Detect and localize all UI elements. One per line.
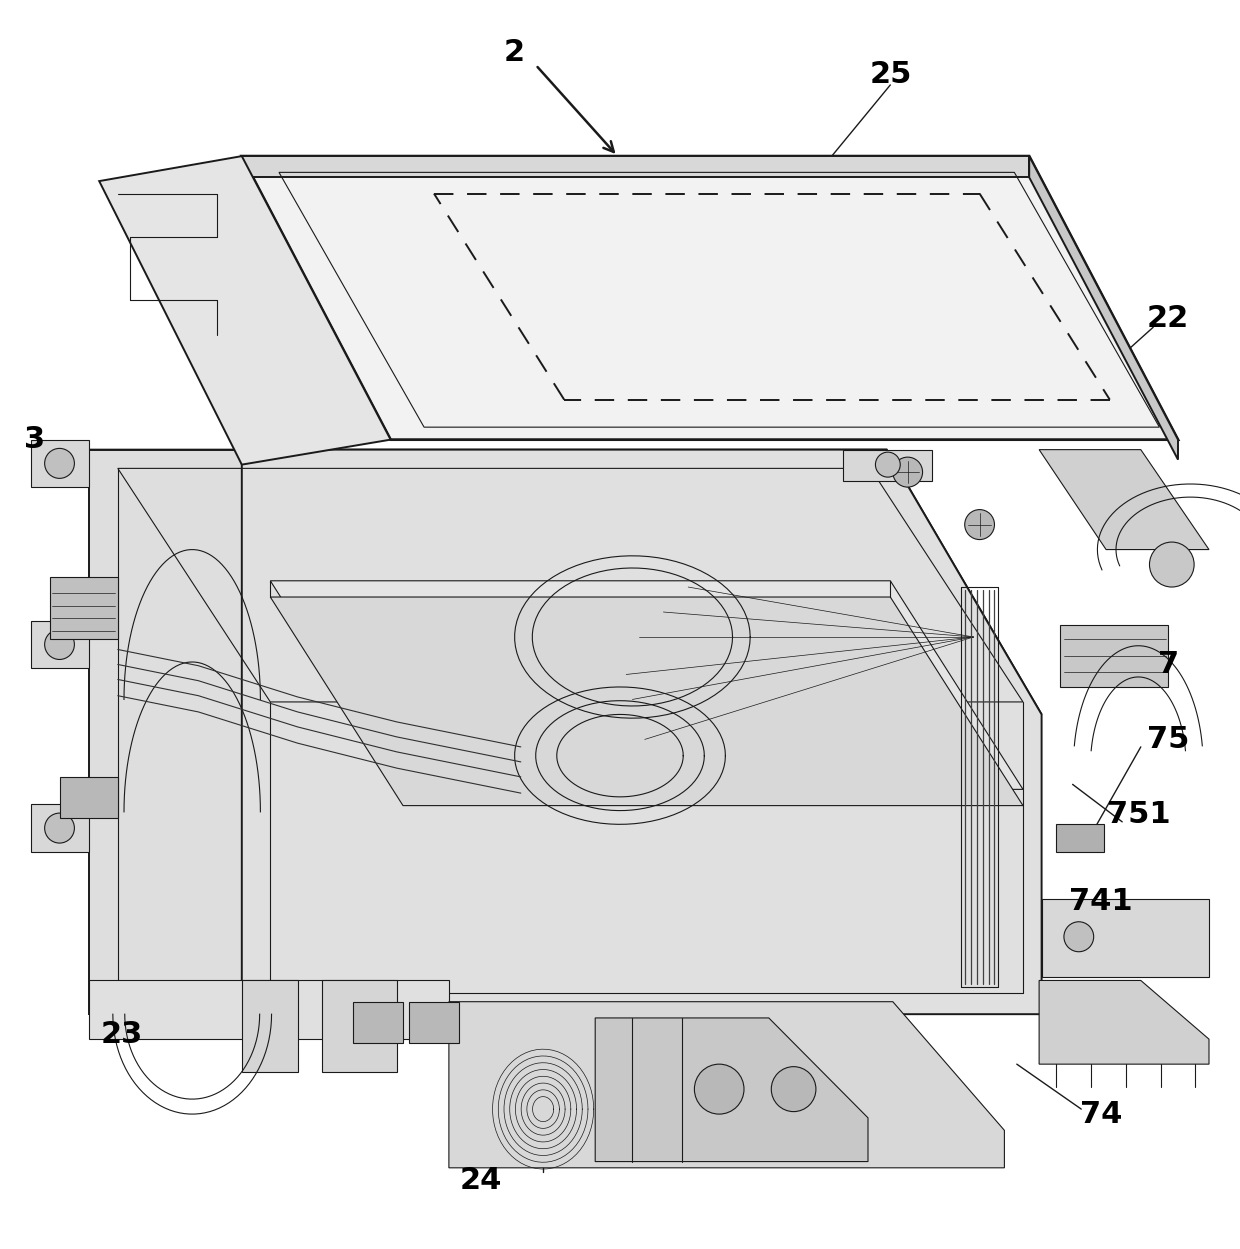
Circle shape — [1149, 542, 1194, 587]
Circle shape — [893, 457, 923, 487]
Polygon shape — [353, 1002, 403, 1043]
Polygon shape — [31, 804, 89, 852]
Circle shape — [694, 1064, 744, 1114]
Polygon shape — [242, 156, 1029, 177]
Circle shape — [771, 1067, 816, 1112]
Polygon shape — [242, 980, 298, 1072]
Text: 74: 74 — [1080, 1099, 1122, 1129]
Polygon shape — [1039, 980, 1209, 1064]
Polygon shape — [449, 1002, 1004, 1168]
Circle shape — [45, 813, 74, 843]
Polygon shape — [595, 1018, 868, 1162]
Text: 2: 2 — [503, 37, 526, 67]
Polygon shape — [1039, 450, 1209, 550]
Polygon shape — [409, 1002, 459, 1043]
Text: 751: 751 — [1106, 799, 1171, 829]
Polygon shape — [1029, 156, 1178, 460]
Polygon shape — [1060, 624, 1168, 687]
Polygon shape — [89, 450, 242, 1014]
Circle shape — [875, 452, 900, 477]
Polygon shape — [60, 777, 118, 818]
Text: 22: 22 — [1147, 304, 1189, 333]
Polygon shape — [50, 577, 118, 639]
Polygon shape — [89, 980, 449, 1039]
Circle shape — [1064, 922, 1094, 952]
Text: 3: 3 — [24, 425, 46, 455]
Polygon shape — [270, 581, 1023, 789]
Polygon shape — [31, 440, 89, 487]
Polygon shape — [270, 597, 1023, 806]
Text: 24: 24 — [460, 1165, 502, 1195]
Polygon shape — [242, 156, 1178, 440]
Circle shape — [965, 510, 994, 540]
Polygon shape — [31, 621, 89, 668]
Polygon shape — [843, 450, 932, 481]
Polygon shape — [89, 450, 1042, 714]
Circle shape — [45, 448, 74, 478]
Circle shape — [45, 629, 74, 659]
Text: 25: 25 — [869, 60, 911, 90]
Polygon shape — [99, 156, 391, 465]
Polygon shape — [1042, 899, 1209, 977]
Polygon shape — [322, 980, 397, 1072]
Text: 23: 23 — [100, 1019, 143, 1049]
Text: 75: 75 — [1147, 724, 1189, 754]
Text: 7: 7 — [1157, 649, 1179, 679]
Text: 741: 741 — [1069, 887, 1133, 917]
Polygon shape — [1056, 824, 1104, 852]
Polygon shape — [242, 450, 1042, 1014]
